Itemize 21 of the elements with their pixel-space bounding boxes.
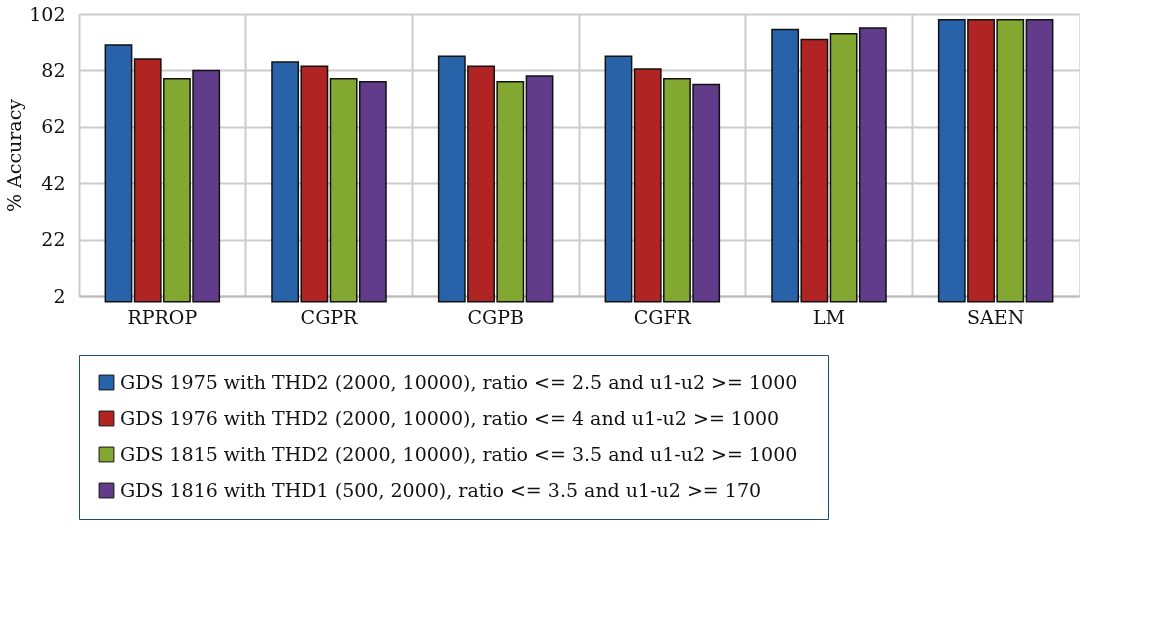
- x-tick-label: SAEN: [967, 305, 1025, 328]
- y-axis-title: % Accuracy: [3, 98, 26, 213]
- legend-label: GDS 1975 with THD2 (2000, 10000), ratio <= 2.5 and u1-u2 >= 1000: [120, 370, 798, 393]
- x-tick-label: CGPB: [467, 305, 524, 328]
- y-tick-label: 62: [41, 115, 66, 138]
- x-tick-label: CGPR: [300, 305, 359, 328]
- bar: [104, 44, 133, 303]
- x-tick-label: RPROP: [127, 305, 198, 328]
- legend-label: GDS 1815 with THD2 (2000, 10000), ratio <= 3.5 and u1-u2 >= 1000: [120, 442, 798, 465]
- legend-label: GDS 1816 with THD1 (500, 2000), ratio <= 3.5 and u1-u2 >= 170: [120, 478, 762, 501]
- y-tick-label: 82: [41, 58, 66, 81]
- y-tick-label: 2: [53, 284, 66, 307]
- y-tick-label: 102: [29, 2, 66, 25]
- legend-label: GDS 1976 with THD2 (2000, 10000), ratio <= 4 and u1-u2 >= 1000: [120, 406, 780, 429]
- x-tick-label: LM: [812, 305, 846, 328]
- x-tick-label: CGFR: [633, 305, 692, 328]
- bar: [1025, 18, 1054, 303]
- bar: [604, 55, 633, 303]
- y-tick-label: 42: [41, 171, 66, 194]
- bar: [525, 75, 554, 303]
- y-tick-label: 22: [41, 228, 66, 251]
